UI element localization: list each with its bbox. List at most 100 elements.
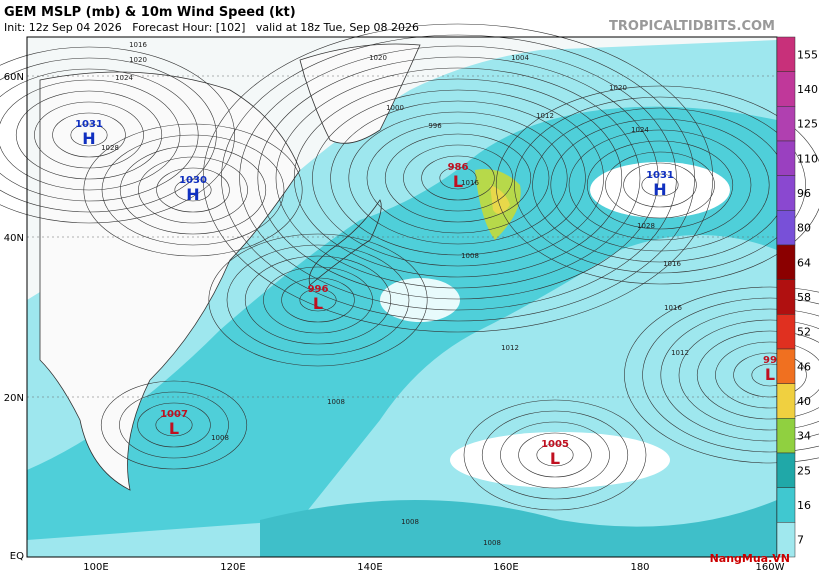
map [27,37,777,557]
isobar-label: 1024 [115,74,133,82]
isobar [568,129,752,241]
center-value: 99 [763,355,777,366]
colorbar-label: 52 [797,326,811,339]
isobar [299,288,337,312]
isobar [257,56,659,300]
isobar [642,297,819,453]
calm-area [450,432,670,488]
isobar-label: 1012 [536,112,554,120]
isobar [263,266,373,334]
isobar-label: 1016 [664,304,682,312]
isobar [244,255,392,345]
colorbar-swatch [776,140,796,176]
center-value: 1031 [646,170,674,181]
colorbar-swatch [776,36,796,72]
grid [27,75,777,398]
coastline [308,199,382,286]
colorbar-swatch [776,348,796,384]
isobar [495,85,819,285]
center-value: 986 [448,162,469,173]
colorbar-swatch [776,279,796,315]
isobar [221,34,695,322]
isobar [715,341,819,409]
center-value: 1030 [179,175,207,186]
isobar [624,286,819,464]
lon-label: 140E [357,562,382,573]
wind-moderate [260,500,777,557]
isobar-label: 1008 [461,252,479,260]
isobars [0,23,819,511]
isobar [678,319,819,431]
isobar [366,122,550,234]
colorbar-label: 34 [797,430,811,443]
center-symbol: H [82,129,95,148]
isobar-label: 1024 [631,126,649,134]
isobar [52,112,126,158]
colorbar-label: 58 [797,291,811,304]
watermark: NangMua.VN [710,552,790,565]
colorbar-label: 125 [797,118,818,131]
isobar [34,101,144,169]
colorbar-swatch [776,210,796,246]
isobar-label: 1028 [637,222,655,230]
isobar-label: 1016 [461,179,479,187]
lat-label: 20N [4,393,24,404]
isobar [70,123,108,147]
isobar-label: 1012 [501,344,519,352]
isobar [500,421,610,489]
isobar [384,133,532,223]
isobar [101,134,285,246]
isobar-label: 1008 [211,434,229,442]
isobar [605,151,715,219]
isobar [83,123,303,257]
isobar-label: 1020 [369,54,387,62]
isobar-label: 1016 [663,260,681,268]
colorbar-label: 40 [797,395,811,408]
colorbar: 155 140 125 110 96 80 64 58 52 46 40 34 25 16 7 [776,36,818,558]
isobar-label: 1012 [671,349,689,357]
isobar [138,156,248,224]
center-value: 1007 [160,409,188,420]
isobar [100,380,248,470]
isobar [226,244,410,356]
isobar [733,352,807,398]
isobar [15,90,163,180]
isobar [156,167,230,213]
colorbar-label: 46 [797,360,811,373]
center-symbol: H [653,180,666,199]
lon-label: 100E [83,562,108,573]
colorbar-label: 155 [797,48,818,61]
lon-label: 160W [756,562,785,573]
colorbar-label: 25 [797,464,811,477]
lon-label: 160E [493,562,518,573]
isobar [119,391,229,459]
colorbar-swatch [776,383,796,419]
isobar-label: 1016 [129,41,147,49]
isobar-label: 1008 [401,518,419,526]
isobar-label: 1020 [129,56,147,64]
isobar-label: 1008 [483,539,501,547]
colorbar-label: 140 [797,83,818,96]
colorbar-label: 110 [797,152,818,165]
center-symbol: L [765,365,775,384]
colorbar-label: 7 [797,534,804,547]
isobar [119,145,267,235]
lon-label: 120E [220,562,245,573]
isobar [155,413,193,437]
isobar [439,166,477,190]
subtitle: Init: 12z Sep 04 2026 Forecast Hour: [10… [4,21,419,34]
colorbar-swatch [776,418,796,454]
isobar-label: 1028 [101,144,119,152]
colorbar-swatch [776,314,796,350]
isobar [586,140,734,230]
center-value: 1005 [541,439,569,450]
center-symbol: H [186,185,199,204]
center-symbol: L [550,449,560,468]
isobar [275,67,641,289]
isobar [660,308,819,442]
colorbar-swatch [776,487,796,523]
isobar [0,79,181,191]
calm-area [380,278,460,322]
isobar [623,162,697,208]
center-symbol: L [453,172,463,191]
